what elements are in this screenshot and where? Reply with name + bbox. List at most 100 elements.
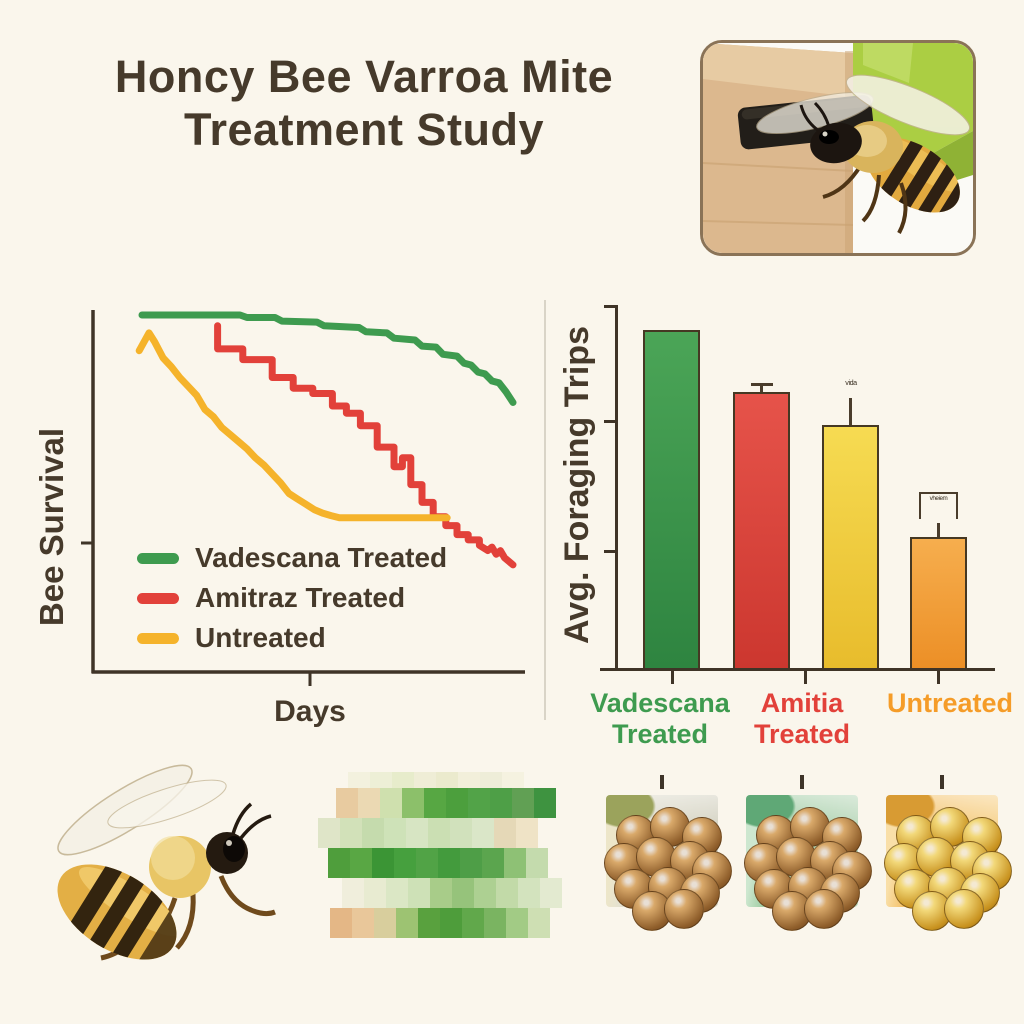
bee-abdomen bbox=[57, 860, 194, 980]
mosaic-tile bbox=[364, 878, 386, 908]
mosaic-tile bbox=[518, 878, 540, 908]
y-axis-label-bee-survival: Bee Survival bbox=[33, 427, 70, 627]
sample-ball bbox=[804, 889, 844, 929]
mosaic-tile bbox=[340, 818, 362, 848]
mosaic-tile bbox=[428, 818, 450, 848]
error-cap-1 bbox=[750, 382, 773, 386]
mosaic-tile bbox=[342, 878, 364, 908]
bar-0 bbox=[643, 330, 700, 668]
bar-chart-x-tick bbox=[804, 671, 807, 684]
error-bar-1 bbox=[760, 384, 763, 393]
sample-jar-2 bbox=[884, 772, 1012, 932]
sample-jar-0 bbox=[604, 772, 732, 932]
mosaic-tile bbox=[484, 908, 506, 938]
error-bar-2 bbox=[849, 397, 852, 425]
sample-ball bbox=[664, 889, 704, 929]
mosaic-tile bbox=[372, 848, 394, 878]
bar-chart-x-axis bbox=[600, 668, 995, 671]
survival-line-chart: Bee Survival Days Vadescana Treated Amit… bbox=[25, 280, 545, 750]
mosaic-tile bbox=[494, 818, 516, 848]
mosaic-tile bbox=[462, 908, 484, 938]
bar-chart-y-axis bbox=[615, 305, 618, 670]
hero-bee-antenna bbox=[813, 101, 831, 128]
bee-antenna bbox=[239, 814, 272, 840]
mosaic-tile bbox=[392, 772, 414, 788]
hero-bee-antenna bbox=[799, 104, 820, 133]
hero-bee-eye bbox=[819, 130, 839, 144]
bar-chart-x-tick bbox=[937, 671, 940, 684]
mosaic-tile bbox=[408, 878, 430, 908]
bar-3 bbox=[910, 537, 967, 668]
mosaic-tile bbox=[446, 788, 468, 818]
hero-bee-eye-highlight bbox=[822, 131, 828, 137]
mosaic-tile bbox=[452, 878, 474, 908]
mosaic-tile bbox=[480, 772, 502, 788]
hero-bee-wing-right bbox=[845, 74, 971, 136]
x-axis-label-days: Days bbox=[274, 695, 346, 728]
mosaic-tile bbox=[358, 788, 380, 818]
mosaic-tile bbox=[468, 788, 490, 818]
bee-thorax-fuzz bbox=[151, 836, 195, 880]
bee-at-hive-entrance-image bbox=[703, 43, 973, 253]
bar-1 bbox=[733, 392, 790, 668]
mosaic-tile bbox=[386, 878, 408, 908]
mosaic-tile bbox=[460, 848, 482, 878]
bee-eye-highlight bbox=[226, 840, 232, 846]
significance-annotation-1: vida bbox=[845, 378, 857, 387]
survival-series-2 bbox=[135, 329, 451, 522]
category-label-untreated: Untreated bbox=[886, 688, 1014, 718]
mosaic-tile bbox=[402, 788, 424, 818]
mosaic-tile bbox=[352, 908, 374, 938]
hero-bee-leg bbox=[861, 174, 881, 223]
bar-chart-y-tick bbox=[604, 550, 616, 553]
mosaic-tile bbox=[430, 878, 452, 908]
legend-label-amitraz: Amitraz Treated bbox=[195, 582, 406, 613]
bar-2 bbox=[822, 424, 879, 668]
mosaic-tile bbox=[348, 772, 370, 788]
legend-swatch-amber bbox=[137, 632, 179, 644]
honey-bee-photo bbox=[25, 752, 310, 1002]
mosaic-tile bbox=[396, 908, 418, 938]
hive-entrance-illustration bbox=[700, 40, 976, 256]
mosaic-tile bbox=[534, 788, 556, 818]
legend-row-vadescana: Vadescana Treated bbox=[137, 538, 447, 578]
mosaic-tile bbox=[328, 848, 350, 878]
honey-bee-image bbox=[57, 764, 276, 980]
chart-legend: Vadescana Treated Amitraz Treated Untrea… bbox=[137, 538, 447, 658]
mosaic-tile bbox=[394, 848, 416, 878]
title-line-2: Treatment Study bbox=[183, 104, 545, 156]
mosaic-tile bbox=[330, 908, 352, 938]
legend-label-vadescana: Vadescana Treated bbox=[195, 542, 448, 573]
hero-bee-leg bbox=[897, 182, 908, 234]
sample-ball bbox=[944, 889, 984, 929]
mosaic-tile bbox=[438, 848, 460, 878]
mosaic-tile bbox=[318, 818, 340, 848]
mosaic-tile bbox=[380, 788, 402, 818]
legend-row-untreated: Untreated bbox=[137, 618, 447, 658]
category-label-vadescana: Vadescana Treated bbox=[590, 688, 730, 750]
bee-leg-mid bbox=[175, 893, 196, 950]
bar-chart-x-tick bbox=[671, 671, 674, 684]
mosaic-tile bbox=[458, 772, 480, 788]
pixelated-green-mosaic bbox=[318, 772, 568, 944]
mosaic-tile bbox=[474, 878, 496, 908]
jar-tick-mark bbox=[800, 775, 804, 789]
sample-jars-row bbox=[600, 772, 1012, 932]
legend-swatch-green bbox=[137, 552, 179, 564]
mosaic-tile bbox=[374, 908, 396, 938]
mosaic-tile bbox=[502, 772, 524, 788]
y-axis-label-foraging-trips: Avg. Foraging Trips bbox=[558, 326, 596, 644]
mosaic-tile bbox=[512, 788, 534, 818]
sample-ball bbox=[772, 891, 812, 931]
mosaic-tile bbox=[504, 848, 526, 878]
page-title: Honcy Bee Varroa Mite Treatment Study bbox=[8, 50, 720, 156]
survival-series-0 bbox=[138, 311, 517, 406]
legend-label-untreated: Untreated bbox=[195, 622, 326, 653]
section-divider bbox=[544, 300, 546, 720]
mosaic-tile bbox=[496, 878, 518, 908]
significance-annotation-2: vheiem bbox=[929, 495, 948, 502]
mosaic-tile bbox=[370, 772, 392, 788]
bee-eye bbox=[223, 836, 245, 862]
mosaic-tile bbox=[440, 908, 462, 938]
